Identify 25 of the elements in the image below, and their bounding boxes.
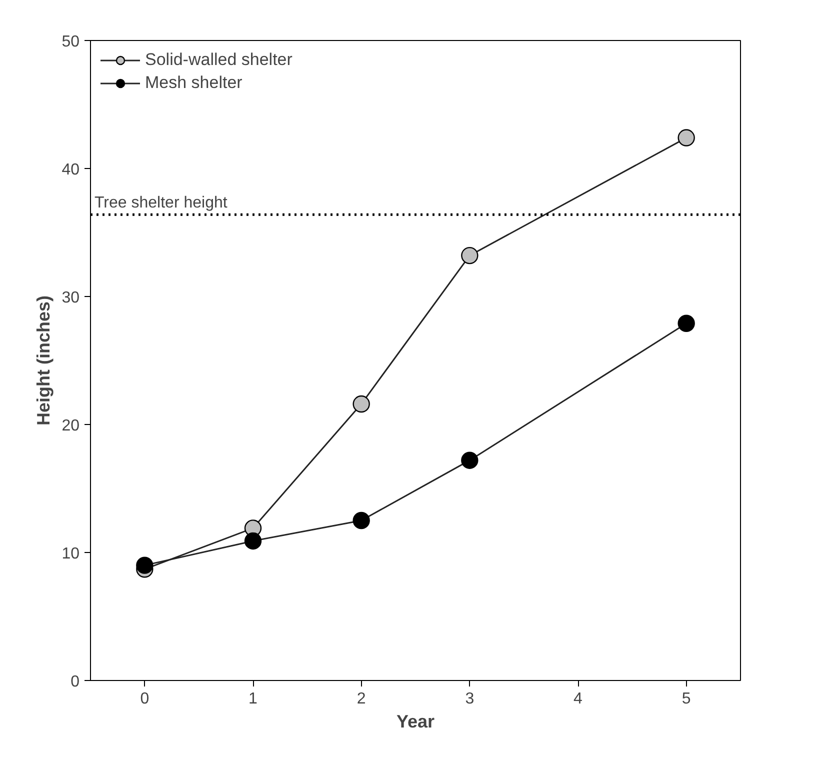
- y-tick-label: 0: [70, 674, 80, 690]
- point: [352, 512, 370, 530]
- x-tick-label: 5: [682, 690, 691, 708]
- point: [678, 129, 695, 146]
- y-tick-label: 40: [62, 162, 80, 178]
- x-tick-label: 4: [574, 690, 583, 708]
- point: [244, 532, 262, 550]
- y-tick-label: 30: [62, 290, 80, 306]
- point: [678, 314, 695, 332]
- point: [461, 246, 478, 264]
- x-tick-label: 0: [140, 690, 150, 708]
- y-tick-label: 10: [62, 546, 80, 562]
- y-tick-label: 20: [62, 418, 80, 434]
- legend-label: Mesh shelter: [145, 73, 242, 93]
- point: [136, 556, 154, 574]
- ref-line-label: Tree shelter height: [94, 194, 228, 212]
- x-tick-label: 3: [465, 690, 474, 708]
- legend-label: Solid-walled shelter: [145, 50, 292, 70]
- x-axis-title: Year: [396, 712, 435, 732]
- point: [461, 452, 478, 469]
- point: [352, 395, 370, 413]
- x-tick-label: 2: [356, 690, 366, 708]
- y-tick-label: 50: [62, 34, 80, 50]
- y-axis-title: Height (inches): [34, 295, 54, 426]
- x-tick-label: 1: [248, 690, 258, 708]
